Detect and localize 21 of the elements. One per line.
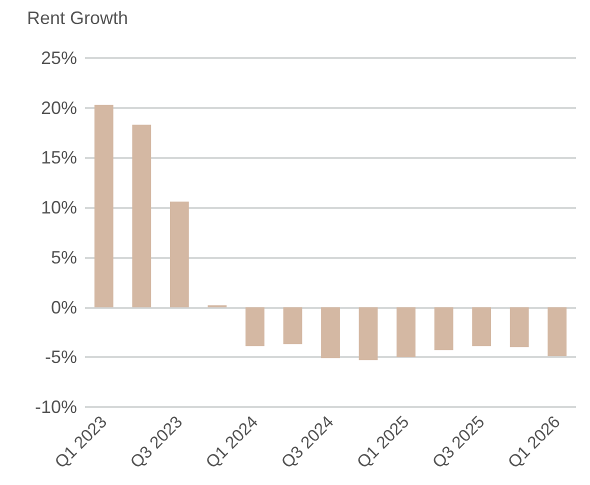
- bar: [358, 307, 378, 360]
- y-tick-label: -10%: [34, 397, 77, 417]
- y-tick-label: 0%: [50, 297, 77, 318]
- bar: [548, 307, 567, 356]
- y-tick-label: 10%: [40, 198, 77, 218]
- bar: [246, 307, 264, 346]
- bar: [94, 104, 114, 308]
- y-tick-label: 25%: [40, 48, 77, 68]
- bar: [321, 307, 340, 358]
- y-tick-label: 20%: [40, 98, 77, 118]
- bar: [472, 307, 492, 346]
- chart-title: Rent Growth: [27, 8, 128, 28]
- y-tick-label: -5%: [44, 347, 77, 368]
- y-tick-label: 15%: [40, 148, 77, 168]
- bar: [396, 307, 416, 358]
- bar: [283, 307, 302, 344]
- bar: [170, 202, 189, 308]
- bar: [510, 307, 529, 348]
- bar: [132, 124, 152, 308]
- y-tick-label: 5%: [50, 247, 77, 268]
- bar: [434, 307, 454, 350]
